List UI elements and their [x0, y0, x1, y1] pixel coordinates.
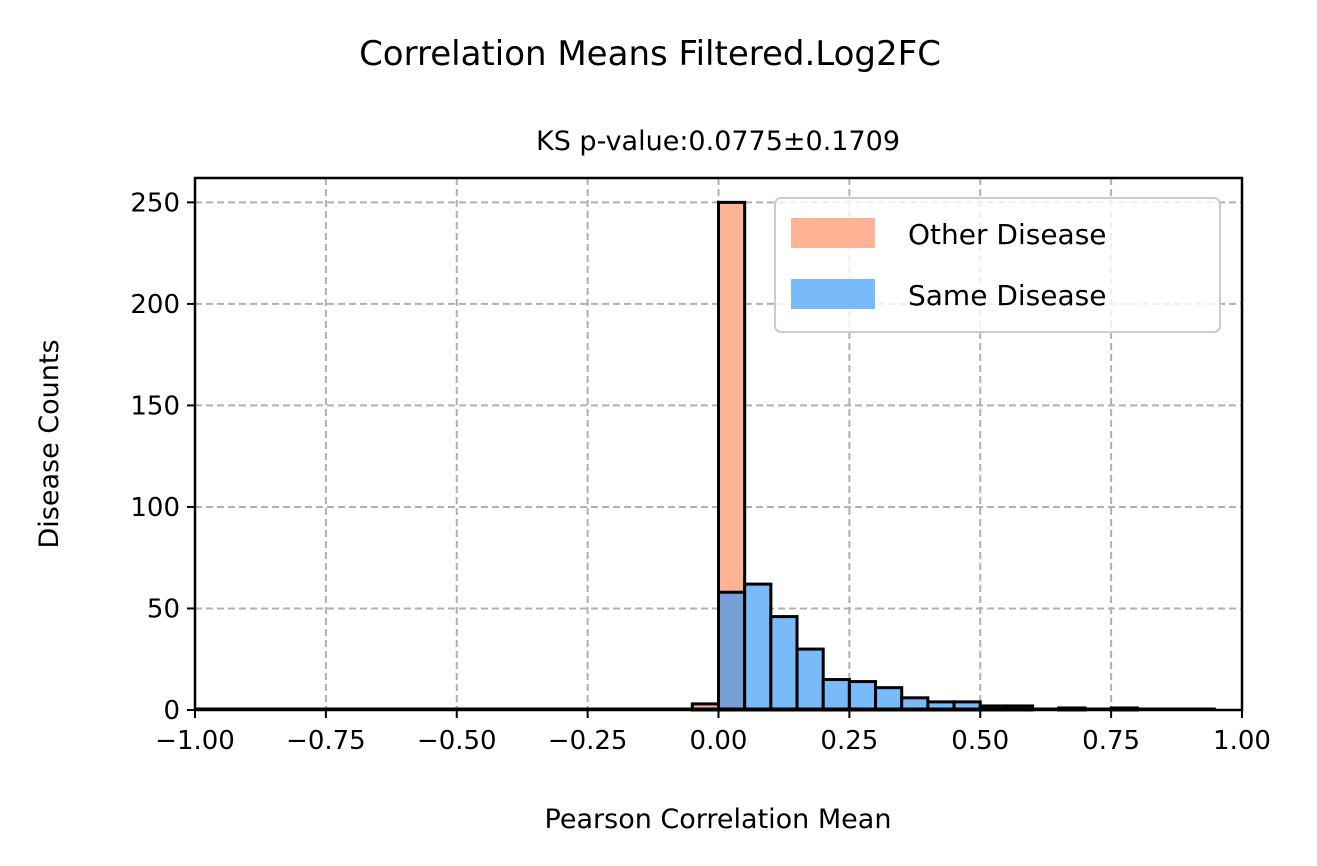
bar-same-disease-0	[717, 590, 747, 712]
x-tick-label-8: 1.00	[1213, 726, 1271, 756]
y-tick-label-3: 150	[130, 391, 180, 421]
legend-swatch-same-disease	[791, 279, 875, 309]
x-tick-label-4: 0.00	[690, 726, 748, 756]
y-tick-label-5: 250	[130, 188, 180, 218]
legend-frame	[774, 197, 1221, 333]
x-axis-label: Pearson Correlation Mean	[545, 804, 892, 835]
bar-same-disease-6	[874, 686, 904, 712]
x-tick-label-6: 0.50	[951, 726, 1009, 756]
x-tick-label-5: 0.25	[820, 726, 878, 756]
x-tick-label-0: −1.00	[155, 726, 235, 756]
y-tick-label-4: 200	[130, 290, 180, 320]
x-tick-label-1: −0.75	[286, 726, 366, 756]
chart-title: Correlation Means Filtered.Log2FC	[359, 34, 941, 74]
legend-label-other-disease: Other Disease	[908, 218, 1107, 251]
bar-same-disease-2	[769, 615, 799, 712]
x-tick-label-2: −0.50	[417, 726, 497, 756]
bar-same-disease-1	[743, 582, 773, 712]
bar-same-disease-3	[795, 647, 825, 712]
x-tick-label-7: 0.75	[1082, 726, 1140, 756]
legend-label-same-disease: Same Disease	[908, 279, 1106, 312]
bar-same-disease-5	[847, 680, 878, 712]
y-tick-label-1: 50	[147, 594, 180, 624]
y-tick-label-0: 0	[163, 696, 180, 726]
legend-swatch-other-disease	[791, 218, 875, 248]
axis-ticks: −1.00 −0.75 −0.50 −0.25 0.00 0.25 0.50 0.75 1.00…	[130, 188, 1271, 756]
y-tick-label-2: 100	[130, 493, 180, 523]
bar-same-disease-4	[821, 678, 851, 712]
y-axis-label: Disease Counts	[34, 339, 65, 548]
x-tick-label-3: −0.25	[548, 726, 628, 756]
legend: Other Disease Same Disease	[774, 197, 1221, 333]
chart-subtitle: KS p-value:0.0775±0.1709	[536, 126, 900, 157]
